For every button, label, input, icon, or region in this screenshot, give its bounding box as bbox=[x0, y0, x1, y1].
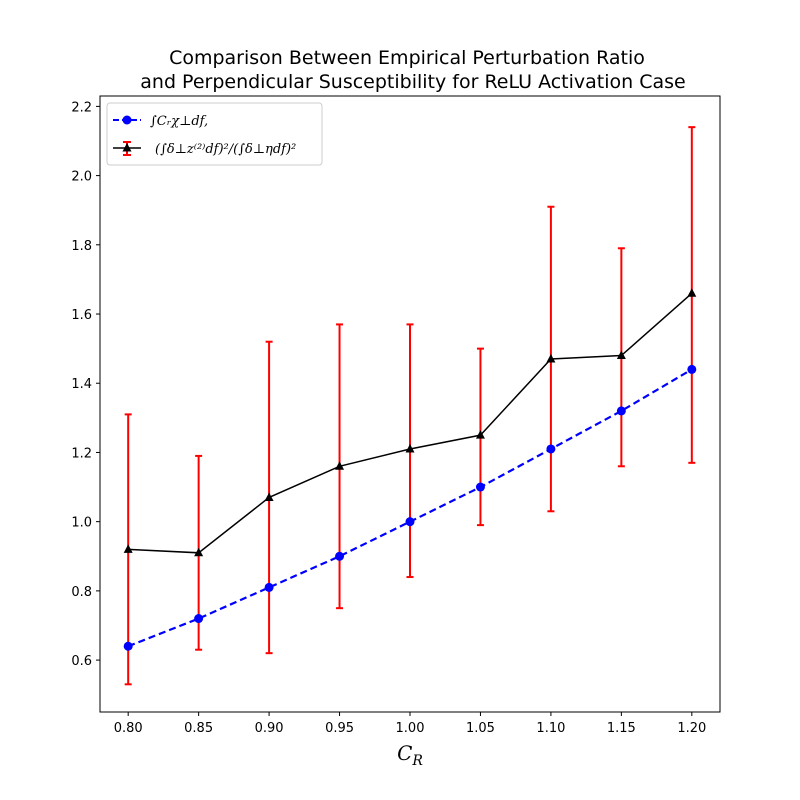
x-axis-label-sub: R bbox=[411, 753, 423, 769]
x-tick-label: 1.15 bbox=[607, 721, 636, 736]
x-tick-label: 0.95 bbox=[325, 721, 354, 736]
x-tick-label: 0.85 bbox=[184, 721, 213, 736]
series-point-susceptibility bbox=[546, 444, 556, 454]
y-tick-label: 1.2 bbox=[71, 446, 92, 461]
series-point-perturbation-ratio bbox=[194, 547, 204, 557]
x-tick-label: 1.00 bbox=[396, 721, 425, 736]
plot-area bbox=[123, 126, 697, 686]
series-point-susceptibility bbox=[335, 551, 345, 561]
y-tick-label: 0.6 bbox=[71, 654, 92, 669]
x-tick-label: 1.10 bbox=[536, 721, 565, 736]
series-point-perturbation-ratio bbox=[475, 430, 485, 439]
x-axis-label: CR bbox=[397, 741, 423, 769]
legend-marker-series-1 bbox=[122, 115, 132, 125]
series-point-susceptibility bbox=[264, 582, 274, 592]
legend-label-series-2: (∫δ⊥z⁽²⁾df)²/(∫δ⊥ηdf)² bbox=[155, 142, 296, 157]
y-tick-label: 2.0 bbox=[71, 170, 92, 185]
series-point-susceptibility bbox=[405, 517, 415, 527]
y-tick-label: 1.6 bbox=[71, 308, 92, 323]
legend: ∫Cᵣχ⊥df, (∫δ⊥z⁽²⁾df)²/(∫δ⊥ηdf)² bbox=[106, 102, 323, 166]
axis-ticks: 0.80 0.85 0.90 0.95 1.00 1.05 1.10 1.15 1.20 0.6 0… bbox=[71, 100, 706, 736]
series-point-susceptibility bbox=[687, 364, 697, 374]
series-point-perturbation-ratio bbox=[123, 544, 133, 553]
series-point-perturbation-ratio bbox=[335, 461, 345, 470]
y-tick-label: 0.8 bbox=[71, 585, 92, 600]
series-point-susceptibility bbox=[475, 482, 485, 492]
x-tick-label: 0.90 bbox=[255, 721, 284, 736]
x-tick-label: 0.80 bbox=[114, 721, 143, 736]
series-point-perturbation-ratio bbox=[264, 492, 274, 501]
series-point-perturbation-ratio bbox=[616, 350, 626, 360]
legend-box bbox=[106, 102, 323, 166]
legend-marker-series-2 bbox=[122, 143, 132, 152]
series-point-perturbation-ratio bbox=[546, 354, 556, 363]
series-point-susceptibility bbox=[123, 641, 133, 651]
y-tick-label: 1.0 bbox=[71, 516, 92, 531]
x-tick-label: 1.05 bbox=[466, 721, 495, 736]
y-tick-label: 2.2 bbox=[71, 100, 92, 115]
series-point-perturbation-ratio bbox=[405, 443, 415, 453]
x-axis-label-main: C bbox=[397, 741, 412, 765]
chart-title-line-1: Comparison Between Empirical Perturbatio… bbox=[169, 47, 645, 69]
x-tick-label: 1.20 bbox=[677, 721, 706, 736]
series-point-susceptibility bbox=[194, 614, 204, 624]
series-point-perturbation-ratio bbox=[687, 288, 697, 297]
y-tick-label: 1.8 bbox=[71, 239, 92, 254]
legend-label-series-1: ∫Cᵣχ⊥df, bbox=[150, 114, 208, 129]
y-tick-label: 1.4 bbox=[71, 377, 92, 392]
series-point-susceptibility bbox=[616, 406, 626, 416]
chart-title-line-2: and Perpendicular Susceptibility for ReL… bbox=[140, 71, 685, 93]
